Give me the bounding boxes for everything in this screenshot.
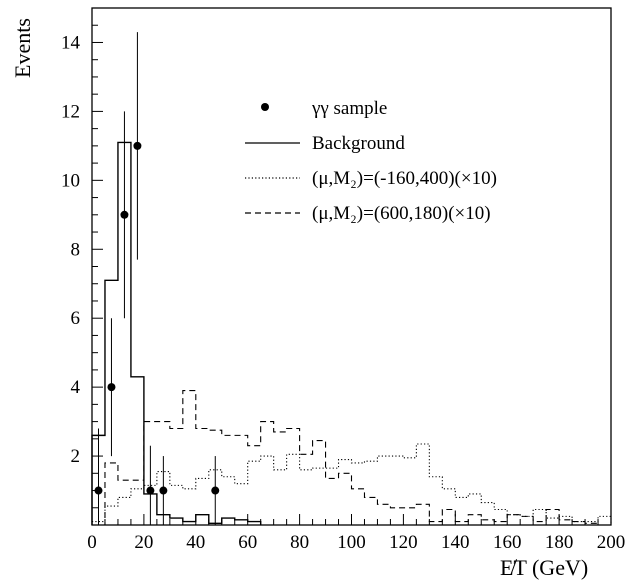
histogram-dashed xyxy=(92,390,611,526)
data-point xyxy=(146,486,155,495)
data-point xyxy=(94,486,103,495)
x-tick-label: 180 xyxy=(545,532,574,553)
legend-label: (μ,M₂)=(600,180)(×10) xyxy=(312,203,491,224)
data-point xyxy=(120,210,129,219)
x-tick-label: 200 xyxy=(597,532,626,553)
y-tick-label: 12 xyxy=(61,101,80,122)
x-tick-label: 60 xyxy=(238,532,257,553)
x-tick-label: 80 xyxy=(290,532,309,553)
y-tick-label: 8 xyxy=(71,239,81,260)
data-point xyxy=(211,486,220,495)
x-tick-label: 120 xyxy=(389,532,418,553)
data-point xyxy=(107,383,116,392)
legend: γγ sample Background (μ,M₂)=(-160,400)(×10… xyxy=(245,98,497,224)
data-point xyxy=(159,486,168,495)
histograms xyxy=(91,141,612,526)
x-tick-label: 160 xyxy=(493,532,522,553)
axis-ticks: 0 20 40 60 80 100 120 140 160 180 200 2 4 6 8 10 12 14 xyxy=(61,7,626,553)
x-tick-label: 40 xyxy=(186,532,205,553)
legend-label: γγ sample xyxy=(311,98,387,119)
y-tick-label: 4 xyxy=(71,377,81,398)
histogram-solid xyxy=(91,141,262,525)
legend-label: Background xyxy=(312,133,405,154)
plot-frame xyxy=(91,7,612,526)
legend-label: (μ,M₂)=(-160,400)(×10) xyxy=(312,168,497,189)
x-axis-title: E̸T (GeV) xyxy=(500,555,588,580)
plot-area xyxy=(91,7,612,526)
y-tick-label: 6 xyxy=(71,308,81,329)
histogram-dotted xyxy=(91,443,612,525)
legend-marker xyxy=(261,103,269,111)
x-tick-label: 140 xyxy=(441,532,470,553)
x-tick-label: 100 xyxy=(337,532,366,553)
x-tick-label: 0 xyxy=(87,532,97,553)
y-axis-title: Events xyxy=(10,18,35,78)
data-point xyxy=(133,141,142,150)
data-points xyxy=(94,32,220,525)
y-tick-label: 10 xyxy=(61,170,80,191)
y-tick-label: 14 xyxy=(61,32,81,53)
x-tick-label: 20 xyxy=(134,532,153,553)
y-tick-label: 2 xyxy=(71,446,81,467)
